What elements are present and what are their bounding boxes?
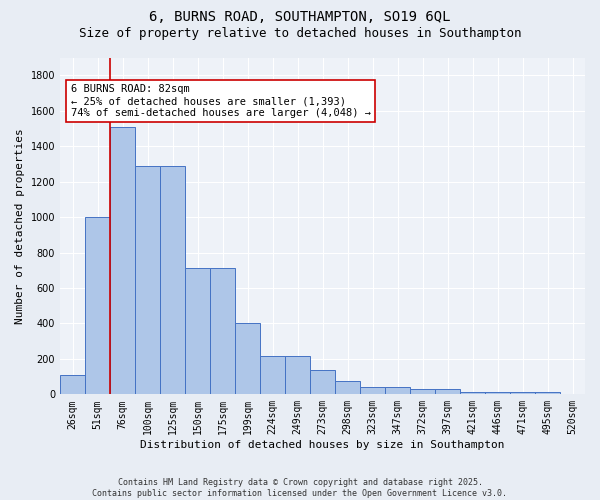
Text: Size of property relative to detached houses in Southampton: Size of property relative to detached ho…	[79, 28, 521, 40]
Bar	[410, 389, 435, 394]
Bar	[185, 268, 210, 394]
Bar	[85, 217, 110, 394]
Bar	[460, 392, 485, 394]
Bar	[510, 392, 535, 394]
Bar	[260, 356, 285, 395]
Bar	[110, 126, 135, 394]
Text: Contains HM Land Registry data © Crown copyright and database right 2025.
Contai: Contains HM Land Registry data © Crown c…	[92, 478, 508, 498]
Bar	[385, 387, 410, 394]
Bar	[310, 370, 335, 394]
Text: 6, BURNS ROAD, SOUTHAMPTON, SO19 6QL: 6, BURNS ROAD, SOUTHAMPTON, SO19 6QL	[149, 10, 451, 24]
Text: 6 BURNS ROAD: 82sqm
← 25% of detached houses are smaller (1,393)
74% of semi-det: 6 BURNS ROAD: 82sqm ← 25% of detached ho…	[71, 84, 371, 117]
Bar	[235, 322, 260, 394]
Bar	[335, 381, 360, 394]
X-axis label: Distribution of detached houses by size in Southampton: Distribution of detached houses by size …	[140, 440, 505, 450]
Bar	[285, 356, 310, 395]
Bar	[60, 375, 85, 394]
Bar	[535, 392, 560, 394]
Bar	[485, 392, 510, 394]
Bar	[210, 268, 235, 394]
Bar	[160, 166, 185, 394]
Bar	[360, 387, 385, 394]
Bar	[435, 389, 460, 394]
Y-axis label: Number of detached properties: Number of detached properties	[15, 128, 25, 324]
Bar	[135, 166, 160, 394]
